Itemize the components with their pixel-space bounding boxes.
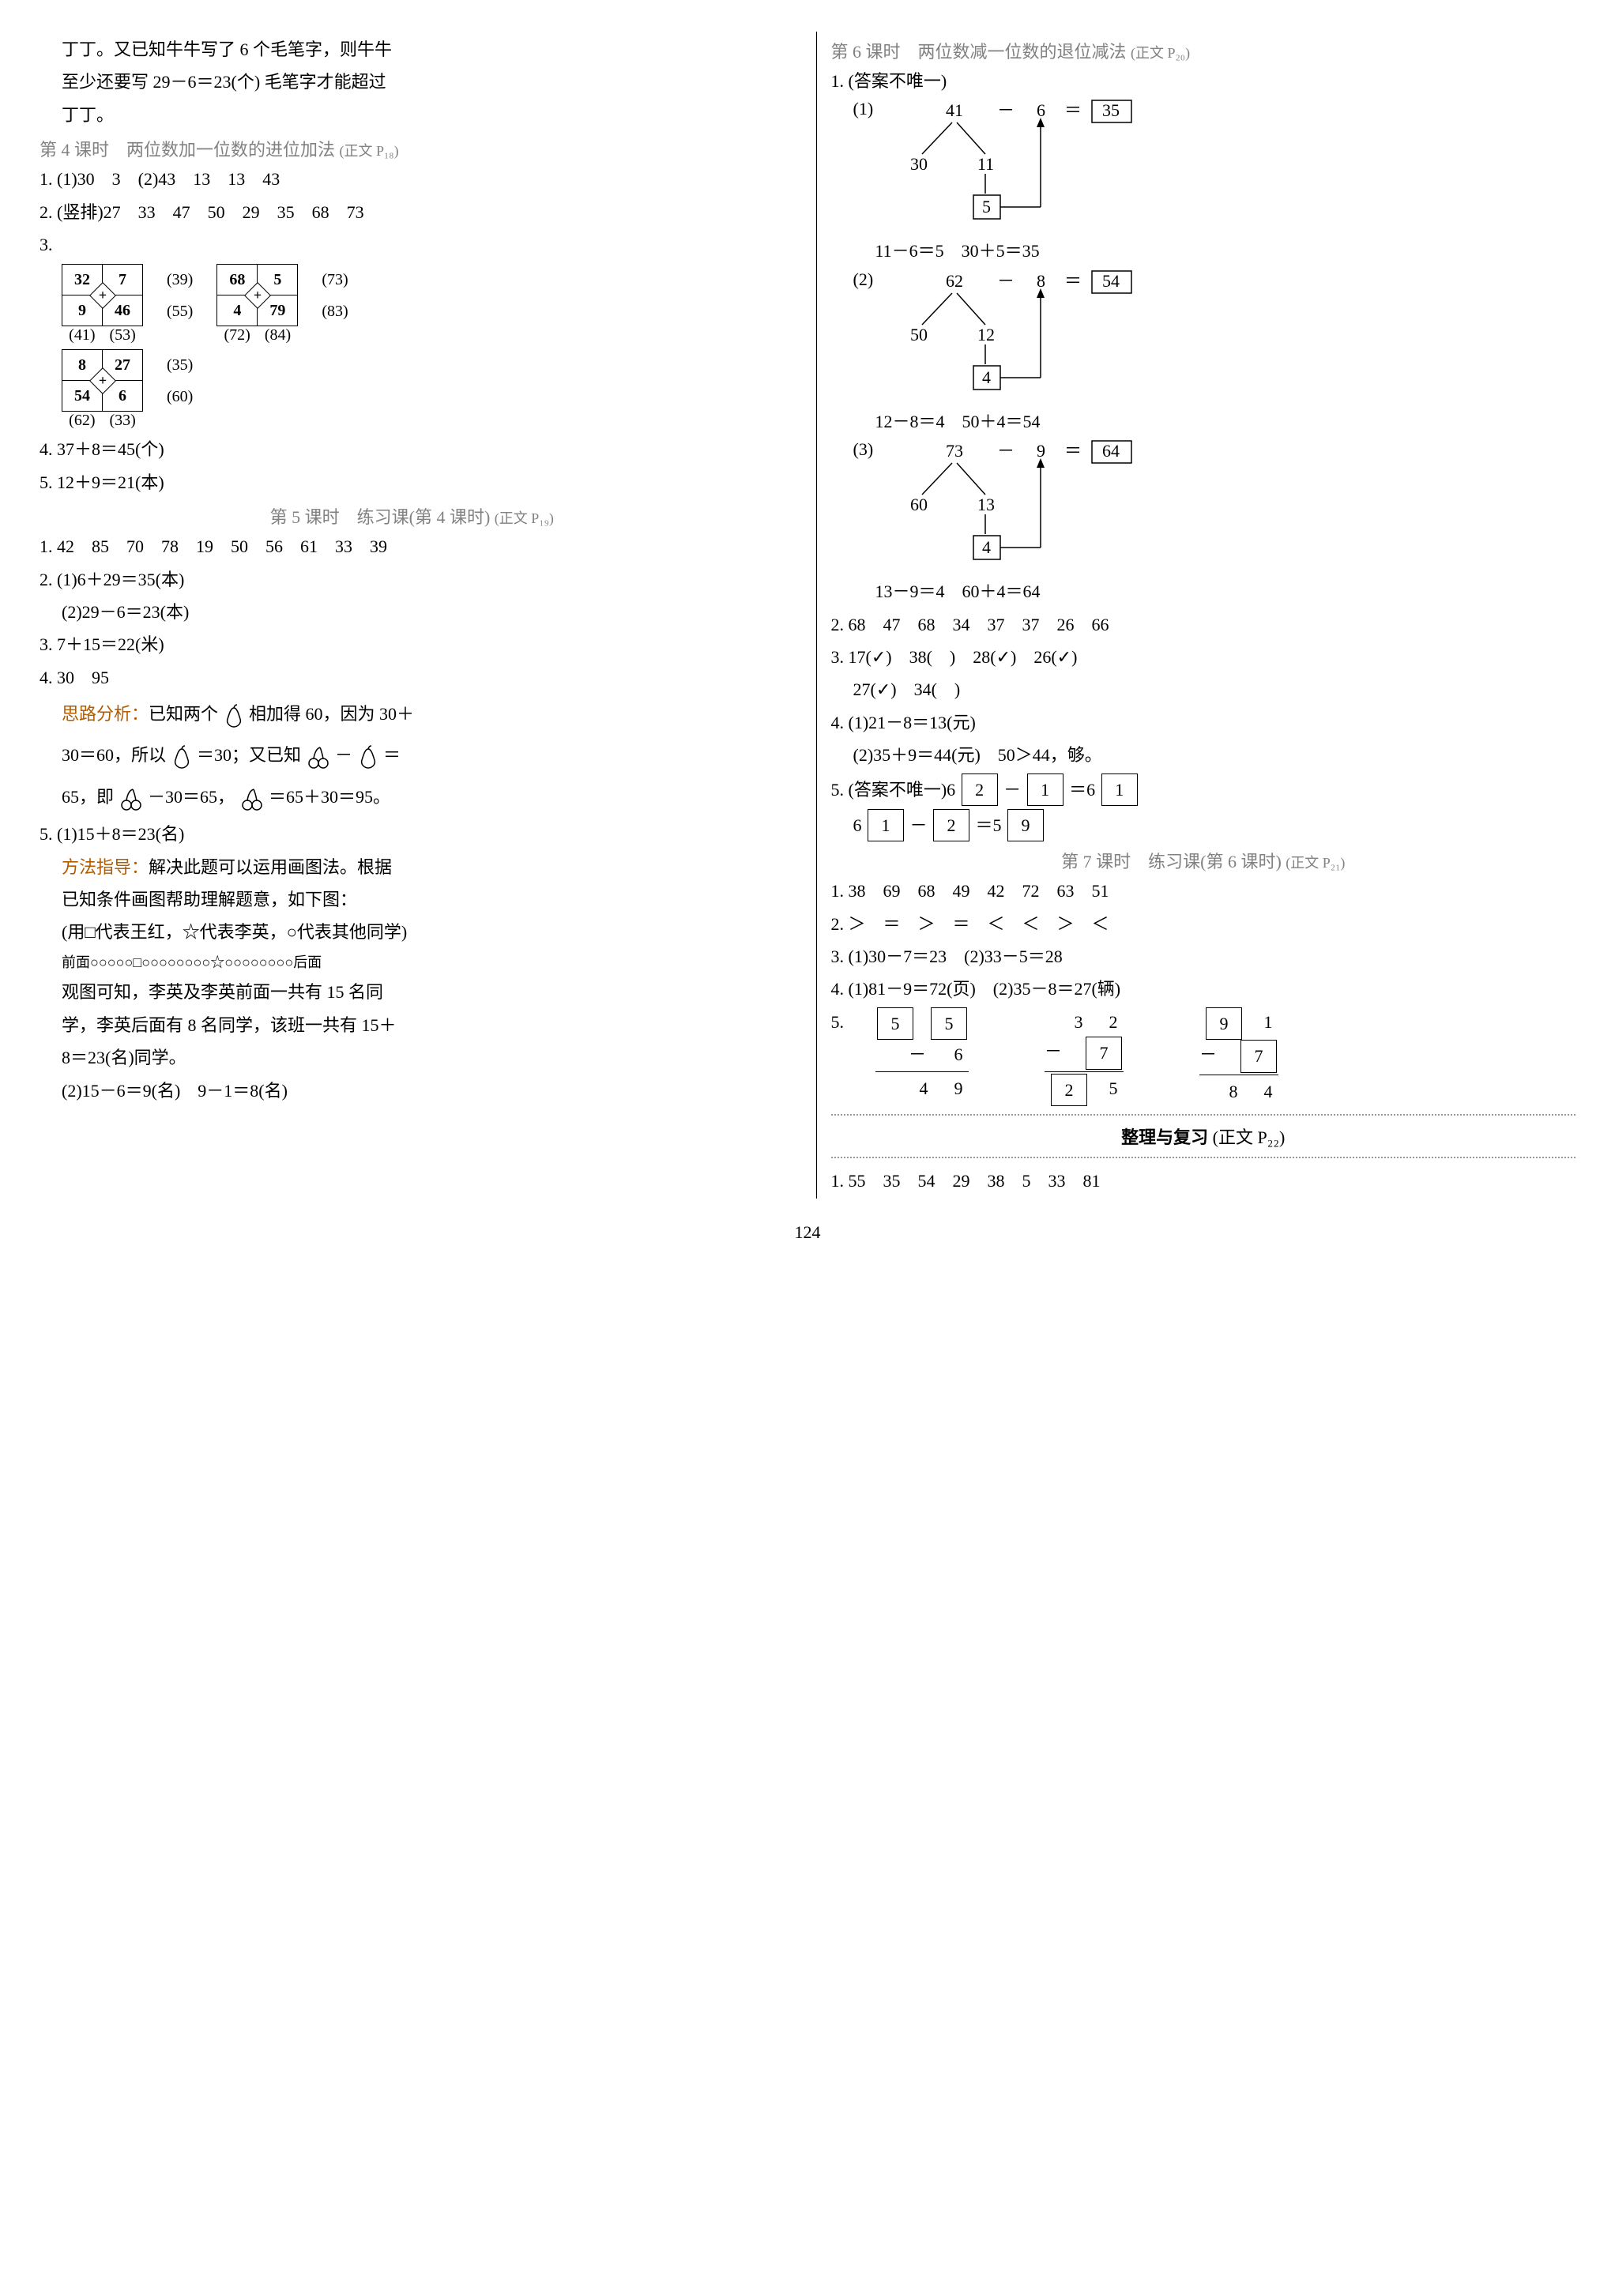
review-title: 整理与复习 (正文 P₂₂) <box>831 1124 1576 1149</box>
l4-q2: 2. (竖排)27 33 47 50 29 35 68 73 <box>40 198 785 227</box>
analysis-line: 思路分析：已知两个 相加得 60，因为 30＋ <box>40 695 785 733</box>
svg-text:73: 73 <box>946 441 963 461</box>
diamond-box: 827 546 (62)(33) <box>62 349 143 430</box>
l7-q1: 1. 38 69 68 49 42 72 63 51 <box>831 876 1576 905</box>
svg-text:4: 4 <box>982 367 991 387</box>
svg-text:60: 60 <box>910 495 928 514</box>
l5-q4: 4. 30 95 <box>40 663 785 692</box>
svg-text:50: 50 <box>910 325 928 344</box>
svg-text:9: 9 <box>1037 441 1045 461</box>
intro-line: 至少还要写 29－6＝23(个) 毛笔字才能超过 <box>40 67 785 96</box>
cherry-icon <box>239 786 265 811</box>
l4-q3-label: 3. <box>40 230 785 259</box>
l5-q2b: (2)29－6＝23(本) <box>40 597 785 627</box>
tree-diagram: (3) 73 － 9 ＝ 64 60 13 4 13－9＝4 6 <box>831 439 1576 606</box>
l6-q5b: 6 1 － 2 ＝5 9 <box>831 809 1576 841</box>
tree-label: (2) <box>853 269 874 290</box>
l7-q2: 2. ＞ ＝ ＞ ＝ ＜ ＜ ＞ ＜ <box>831 909 1576 939</box>
svg-text:13: 13 <box>977 495 995 514</box>
svg-text:－: － <box>997 441 1015 461</box>
method-line: 已知条件画图帮助理解题意，如下图： <box>40 885 785 914</box>
l4-q5: 5. 12＋9＝21(本) <box>40 468 785 497</box>
method-line: 观图可知，李英及李英前面一共有 15 名同 <box>40 977 785 1007</box>
tree-eq: 12－8＝4 50＋4＝54 <box>831 407 1576 436</box>
intro-line: 丁丁。 <box>40 100 785 130</box>
tree-svg: 73 － 9 ＝ 64 60 13 4 <box>883 439 1151 574</box>
tree-label: (3) <box>853 439 874 460</box>
cherry-icon <box>306 744 331 770</box>
pear-icon <box>223 703 245 728</box>
svg-text:64: 64 <box>1102 441 1120 461</box>
intro-line: 丁丁。又已知牛牛写了 6 个毛笔字，则牛牛 <box>40 35 785 64</box>
l6-q1-head: 1. (答案不唯一) <box>831 66 1576 96</box>
diamond-boxes-row2: 827 546 (62)(33) (35) (60) <box>62 349 785 430</box>
l6-q4a: 4. (1)21－8＝13(元) <box>831 708 1576 737</box>
method-line: 学，李英后面有 8 名同学，该班一共有 15＋ <box>40 1011 785 1040</box>
method-line: 方法指导：解决此题可以运用画图法。根据 <box>40 853 785 882</box>
divider <box>831 1157 1576 1158</box>
l5-q2a: 2. (1)6＋29＝35(本) <box>40 565 785 594</box>
vertical-calc: 55－649 <box>875 1007 969 1106</box>
tree-diagram: (2) 62 － 8 ＝ 54 50 12 4 12－8＝4 5 <box>831 269 1576 436</box>
analysis-line: 30＝60，所以 ＝30；又已知 － ＝ <box>40 736 785 774</box>
svg-text:4: 4 <box>982 537 991 557</box>
method-diagram: 前面○○○○○□○○○○○○○○☆○○○○○○○○后面 <box>40 950 785 975</box>
svg-text:11: 11 <box>977 154 994 174</box>
pear-icon <box>357 744 379 770</box>
divider <box>831 1114 1576 1116</box>
left-column: 丁丁。又已知牛牛写了 6 个毛笔字，则牛牛 至少还要写 29－6＝23(个) 毛… <box>40 32 785 1199</box>
l6-q3b: 27(✓) 34( ) <box>831 675 1576 704</box>
vertical-calc: 91－784 <box>1199 1007 1278 1106</box>
tree-svg: 41 － 6 ＝ 35 30 11 5 <box>883 99 1151 233</box>
lesson6-title: 第 6 课时 两位数减一位数的退位减法 (正文 P₂₀) <box>831 38 1576 63</box>
vertical-calc: 32－725 <box>1045 1007 1124 1106</box>
tree-svg: 62 － 8 ＝ 54 50 12 4 <box>883 269 1151 404</box>
lesson4-title: 第 4 课时 两位数加一位数的进位加法 (正文 P₁₈) <box>40 136 785 161</box>
l6-q3: 3. 17(✓) 38( ) 28(✓) 26(✓) <box>831 642 1576 672</box>
svg-text:12: 12 <box>977 325 995 344</box>
svg-text:＝: ＝ <box>1064 100 1082 120</box>
l6-q4b: (2)35＋9＝44(元) 50＞44，够。 <box>831 740 1576 770</box>
diamond-box: 685 479 (72)(84) <box>216 264 298 344</box>
svg-text:54: 54 <box>1102 271 1120 291</box>
l5-q5b: (2)15－6＝9(名) 9－1＝8(名) <box>40 1076 785 1105</box>
diamond-box: 327 946 (41)(53) <box>62 264 143 344</box>
lesson7-title: 第 7 课时 练习课(第 6 课时) (正文 P₂₁) <box>831 848 1576 873</box>
method-line: 8＝23(名)同学。 <box>40 1043 785 1072</box>
svg-text:41: 41 <box>946 100 963 120</box>
l5-q5a: 5. (1)15＋8＝23(名) <box>40 819 785 849</box>
pear-icon <box>171 744 193 770</box>
l5-q3: 3. 7＋15＝22(米) <box>40 630 785 659</box>
l7-q4: 4. (1)81－9＝72(页) (2)35－8＝27(辆) <box>831 974 1576 1003</box>
tree-diagram: (1) 41 － 6 ＝ 35 30 11 5 11－6＝5 3 <box>831 99 1576 265</box>
l4-q1: 1. (1)30 3 (2)43 13 13 43 <box>40 164 785 194</box>
l5-q1: 1. 42 85 70 78 19 50 56 61 33 39 <box>40 532 785 561</box>
svg-text:－: － <box>997 100 1015 120</box>
method-line: (用□代表王红，☆代表李英，○代表其他同学) <box>40 917 785 947</box>
svg-text:62: 62 <box>946 271 963 291</box>
l4-q4: 4. 37＋8＝45(个) <box>40 435 785 464</box>
rv-q1: 1. 55 35 54 29 38 5 33 81 <box>831 1166 1576 1195</box>
page-number: 124 <box>40 1222 1575 1243</box>
cherry-icon <box>119 786 144 811</box>
l7-q5: 5. 55－64932－72591－784 <box>831 1007 1576 1106</box>
svg-text:6: 6 <box>1037 100 1045 120</box>
analysis-line: 65，即 －30＝65， ＝65＋30＝95。 <box>40 778 785 816</box>
l7-q3: 3. (1)30－7＝23 (2)33－5＝28 <box>831 942 1576 971</box>
svg-text:30: 30 <box>910 154 928 174</box>
svg-text:35: 35 <box>1102 100 1120 120</box>
diamond-boxes-row1: 327 946 (41)(53) (39) (55) 685 479 <box>62 264 785 344</box>
tree-eq: 11－6＝5 30＋5＝35 <box>831 236 1576 265</box>
svg-text:5: 5 <box>982 197 991 216</box>
tree-eq: 13－9＝4 60＋4＝64 <box>831 577 1576 606</box>
lesson5-title: 第 5 课时 练习课(第 4 课时) (正文 P₁₉) <box>40 503 785 529</box>
tree-label: (1) <box>853 99 874 119</box>
svg-text:＝: ＝ <box>1064 271 1082 291</box>
svg-text:－: － <box>997 271 1015 291</box>
l6-q5: 5. (答案不唯一)6 2 － 1 ＝6 1 <box>831 773 1576 806</box>
svg-text:＝: ＝ <box>1064 441 1082 461</box>
right-column: 第 6 课时 两位数减一位数的退位减法 (正文 P₂₀) 1. (答案不唯一) … <box>816 32 1576 1199</box>
l6-q2: 2. 68 47 68 34 37 37 26 66 <box>831 610 1576 639</box>
svg-text:8: 8 <box>1037 271 1045 291</box>
